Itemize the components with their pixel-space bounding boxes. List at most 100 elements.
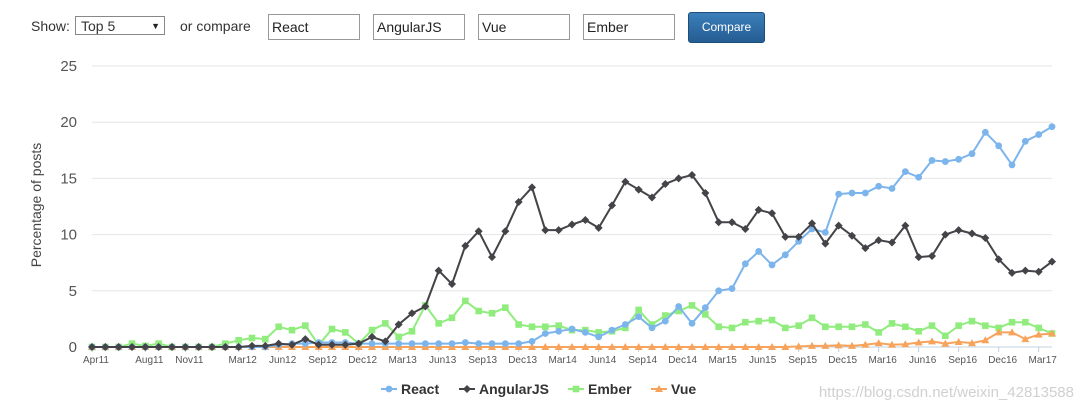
react-point <box>661 317 669 325</box>
react-point <box>968 150 976 158</box>
react-point <box>1021 137 1029 145</box>
vue-point <box>581 343 590 350</box>
angularjs-point <box>701 189 710 198</box>
x-tick-label: Sep14 <box>628 355 657 366</box>
x-tick-label: Apr11 <box>83 355 109 366</box>
y-tick-label: 25 <box>60 58 77 75</box>
show-label: Show: <box>31 18 70 34</box>
angularjs-point <box>861 244 870 253</box>
compare-input-4[interactable]: Ember <box>583 14 675 40</box>
ember-point <box>982 322 989 329</box>
ember-point <box>848 323 856 331</box>
angularjs-point <box>194 343 203 351</box>
vue-point <box>688 343 696 350</box>
react-point <box>995 142 1003 150</box>
react-point <box>1048 123 1056 131</box>
vue-point <box>594 343 603 350</box>
legend-item-ember[interactable]: Ember <box>568 381 632 397</box>
react-point <box>928 157 936 164</box>
angularjs-point <box>208 343 216 351</box>
react-point <box>595 333 603 341</box>
vue-point <box>661 343 670 350</box>
ember-point <box>595 329 602 336</box>
x-tick-label: Jun16 <box>909 355 937 366</box>
ember-point <box>448 314 456 322</box>
vue-point <box>541 343 550 350</box>
ember-point <box>862 321 869 328</box>
react-point <box>648 324 656 332</box>
react-point <box>781 251 789 259</box>
vue-point <box>808 341 816 349</box>
vue-point <box>701 343 710 350</box>
angularjs-point <box>274 339 283 348</box>
angularjs-point <box>781 232 790 241</box>
select-value: Top 5 <box>81 18 116 34</box>
react-point <box>488 340 496 348</box>
angularjs-point <box>1008 268 1016 277</box>
vue-point <box>861 340 870 348</box>
ember-point <box>462 297 469 305</box>
react-point <box>915 173 923 181</box>
angularjs-point <box>514 198 523 207</box>
react-point <box>528 337 536 345</box>
ember-point <box>662 312 669 319</box>
ember-point <box>515 321 522 328</box>
ember-point <box>768 316 776 324</box>
y-tick-label: 5 <box>69 283 77 300</box>
angularjs-point <box>168 343 176 351</box>
react-point <box>475 340 483 348</box>
vue-point <box>634 343 643 350</box>
react-point <box>568 325 576 333</box>
react-point <box>835 190 843 198</box>
vue-point <box>528 343 536 350</box>
angularjs-point <box>248 341 256 350</box>
angularjs-point <box>301 335 310 344</box>
compare-input-1[interactable]: React <box>268 14 360 40</box>
vue-point <box>914 338 923 346</box>
legend-item-vue[interactable]: Vue <box>651 381 696 397</box>
react-point <box>1035 131 1043 138</box>
ember-point <box>235 336 242 344</box>
ember-point <box>542 323 549 331</box>
angularjs-point <box>154 343 163 351</box>
angularjs-point <box>714 218 723 227</box>
angularjs-point <box>261 341 270 350</box>
angularjs-point <box>114 343 123 351</box>
react-point <box>675 303 683 310</box>
vue-point <box>821 341 830 349</box>
react-point <box>435 340 443 348</box>
vue-point <box>768 343 776 350</box>
angularjs-point <box>914 253 923 262</box>
react-point <box>1008 161 1016 169</box>
angularjs-point <box>648 193 656 202</box>
vue-point <box>968 339 976 347</box>
compare-input-3[interactable]: Vue <box>478 14 570 40</box>
angularjs-point <box>768 209 776 218</box>
x-tick-label: Nov11 <box>175 355 204 366</box>
series-layer <box>88 123 1056 351</box>
x-tick-label: Sep12 <box>308 355 337 366</box>
react-point <box>741 260 749 268</box>
ember-point <box>835 323 842 331</box>
angularjs-point <box>928 251 936 260</box>
legend-label: Ember <box>588 381 632 397</box>
legend-label: Vue <box>671 381 696 397</box>
compare-input-2[interactable]: AngularJS <box>373 14 465 40</box>
vue-point <box>874 339 883 347</box>
angularjs-point <box>634 185 643 194</box>
react-point <box>581 328 589 336</box>
ember-point <box>755 317 762 325</box>
legend-item-angularjs[interactable]: AngularJS <box>459 381 549 397</box>
legend-item-react[interactable]: React <box>381 381 439 397</box>
angularjs-point <box>954 226 963 235</box>
vue-point <box>674 343 683 350</box>
compare-button[interactable]: Compare <box>688 12 765 43</box>
angularjs-point <box>901 221 910 230</box>
legend-label: AngularJS <box>479 381 549 397</box>
angularjs-point <box>434 266 443 275</box>
angularjs-point <box>741 224 750 233</box>
y-tick-label: 15 <box>60 170 77 187</box>
vue-point <box>888 340 896 348</box>
angularjs-point <box>754 205 763 214</box>
top-n-select[interactable]: Top 5 ▼ <box>75 16 165 35</box>
